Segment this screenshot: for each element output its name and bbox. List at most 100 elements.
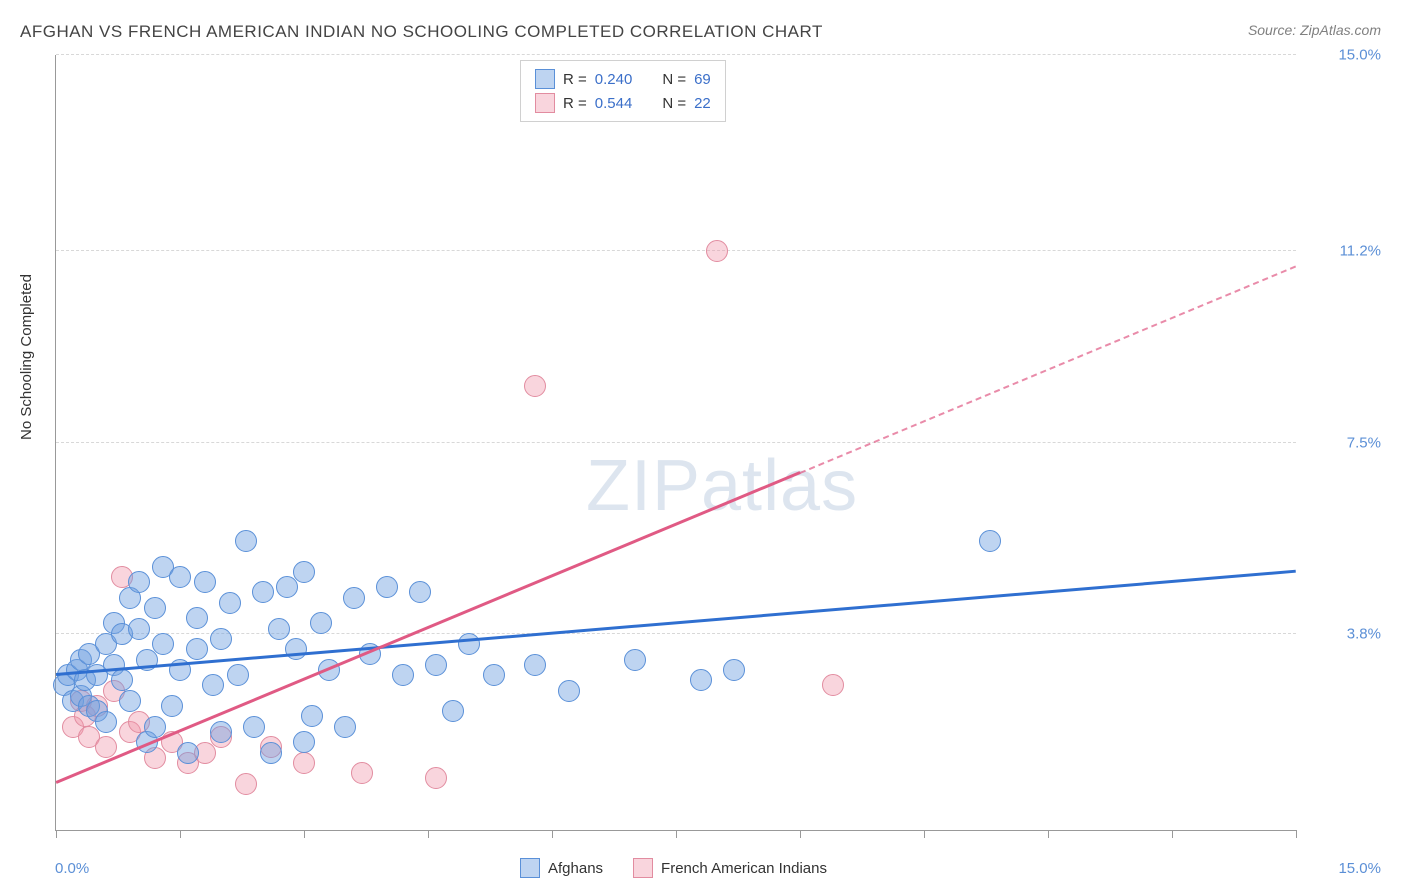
scatter-point-blue bbox=[442, 700, 464, 722]
scatter-point-blue bbox=[111, 669, 133, 691]
scatter-point-blue bbox=[260, 742, 282, 764]
scatter-point-blue bbox=[458, 633, 480, 655]
scatter-point-pink bbox=[524, 375, 546, 397]
legend-stat-row: R = 0.240 N = 69 bbox=[535, 67, 711, 91]
scatter-point-blue bbox=[310, 612, 332, 634]
chart-container: AFGHAN VS FRENCH AMERICAN INDIAN NO SCHO… bbox=[0, 0, 1406, 892]
x-tick bbox=[304, 830, 305, 838]
scatter-point-blue bbox=[202, 674, 224, 696]
scatter-point-blue bbox=[186, 607, 208, 629]
scatter-point-blue bbox=[409, 581, 431, 603]
x-axis-min-label: 0.0% bbox=[55, 860, 89, 877]
scatter-point-blue bbox=[177, 742, 199, 764]
scatter-point-blue bbox=[95, 711, 117, 733]
scatter-point-blue bbox=[624, 649, 646, 671]
x-tick bbox=[800, 830, 801, 838]
legend-r-label: R = bbox=[563, 95, 587, 112]
legend-r-value: 0.544 bbox=[595, 95, 633, 112]
x-tick bbox=[676, 830, 677, 838]
scatter-point-blue bbox=[343, 587, 365, 609]
trendline-pink bbox=[56, 471, 801, 783]
gridline-horizontal bbox=[56, 250, 1296, 251]
scatter-point-blue bbox=[301, 705, 323, 727]
x-axis-max-label: 15.0% bbox=[1338, 860, 1381, 877]
scatter-point-pink bbox=[706, 240, 728, 262]
scatter-point-blue bbox=[276, 576, 298, 598]
x-tick bbox=[1048, 830, 1049, 838]
y-tick-label: 15.0% bbox=[1338, 47, 1381, 64]
gridline-horizontal bbox=[56, 442, 1296, 443]
scatter-point-pink bbox=[95, 736, 117, 758]
scatter-point-blue bbox=[252, 581, 274, 603]
trendline-blue bbox=[56, 569, 1296, 675]
watermark: ZIPatlas bbox=[586, 445, 858, 527]
legend-swatch bbox=[633, 858, 653, 878]
x-tick bbox=[428, 830, 429, 838]
scatter-point-blue bbox=[392, 664, 414, 686]
scatter-point-blue bbox=[334, 716, 356, 738]
legend-swatch bbox=[520, 858, 540, 878]
scatter-point-blue bbox=[186, 638, 208, 660]
scatter-point-blue bbox=[128, 571, 150, 593]
x-tick bbox=[1296, 830, 1297, 838]
chart-title: AFGHAN VS FRENCH AMERICAN INDIAN NO SCHO… bbox=[20, 22, 823, 42]
scatter-point-pink bbox=[293, 752, 315, 774]
scatter-point-blue bbox=[219, 592, 241, 614]
scatter-point-blue bbox=[268, 618, 290, 640]
scatter-point-blue bbox=[425, 654, 447, 676]
legend-stats-box: R = 0.240 N = 69 R = 0.544 N = 22 bbox=[520, 60, 726, 122]
legend-n-value: 69 bbox=[694, 71, 711, 88]
scatter-point-blue bbox=[979, 530, 1001, 552]
scatter-point-blue bbox=[210, 721, 232, 743]
x-tick bbox=[180, 830, 181, 838]
legend-swatch bbox=[535, 93, 555, 113]
scatter-point-blue bbox=[235, 530, 257, 552]
legend-r-value: 0.240 bbox=[595, 71, 633, 88]
legend-swatch bbox=[535, 69, 555, 89]
legend-series-item: French American Indians bbox=[633, 858, 827, 878]
legend-r-label: R = bbox=[563, 71, 587, 88]
scatter-point-blue bbox=[119, 690, 141, 712]
scatter-point-blue bbox=[194, 571, 216, 593]
legend-series-item: Afghans bbox=[520, 858, 603, 878]
y-axis-label: No Schooling Completed bbox=[18, 274, 35, 440]
scatter-point-blue bbox=[210, 628, 232, 650]
scatter-point-blue bbox=[161, 695, 183, 717]
scatter-point-pink bbox=[425, 767, 447, 789]
scatter-point-pink bbox=[822, 674, 844, 696]
legend-series-label: Afghans bbox=[548, 860, 603, 877]
scatter-point-pink bbox=[235, 773, 257, 795]
x-tick bbox=[924, 830, 925, 838]
scatter-point-blue bbox=[690, 669, 712, 691]
scatter-point-blue bbox=[152, 633, 174, 655]
scatter-point-blue bbox=[285, 638, 307, 660]
source-attribution: Source: ZipAtlas.com bbox=[1248, 22, 1381, 38]
scatter-point-blue bbox=[723, 659, 745, 681]
legend-series: Afghans French American Indians bbox=[520, 858, 827, 878]
scatter-point-blue bbox=[243, 716, 265, 738]
scatter-point-blue bbox=[293, 731, 315, 753]
scatter-point-blue bbox=[227, 664, 249, 686]
gridline-horizontal bbox=[56, 54, 1296, 55]
scatter-point-blue bbox=[483, 664, 505, 686]
legend-series-label: French American Indians bbox=[661, 860, 827, 877]
legend-n-label: N = bbox=[662, 95, 686, 112]
scatter-point-blue bbox=[128, 618, 150, 640]
gridline-horizontal bbox=[56, 633, 1296, 634]
scatter-point-blue bbox=[558, 680, 580, 702]
x-tick bbox=[56, 830, 57, 838]
legend-n-value: 22 bbox=[694, 95, 711, 112]
legend-stat-row: R = 0.544 N = 22 bbox=[535, 91, 711, 115]
scatter-point-pink bbox=[351, 762, 373, 784]
scatter-point-blue bbox=[144, 597, 166, 619]
watermark-bold: ZIP bbox=[586, 446, 701, 526]
y-tick-label: 11.2% bbox=[1340, 243, 1381, 260]
x-tick bbox=[552, 830, 553, 838]
legend-n-label: N = bbox=[662, 71, 686, 88]
x-tick bbox=[1172, 830, 1173, 838]
y-tick-label: 7.5% bbox=[1347, 434, 1381, 451]
scatter-point-blue bbox=[524, 654, 546, 676]
scatter-point-blue bbox=[293, 561, 315, 583]
plot-area: ZIPatlas bbox=[55, 55, 1296, 831]
scatter-point-blue bbox=[376, 576, 398, 598]
